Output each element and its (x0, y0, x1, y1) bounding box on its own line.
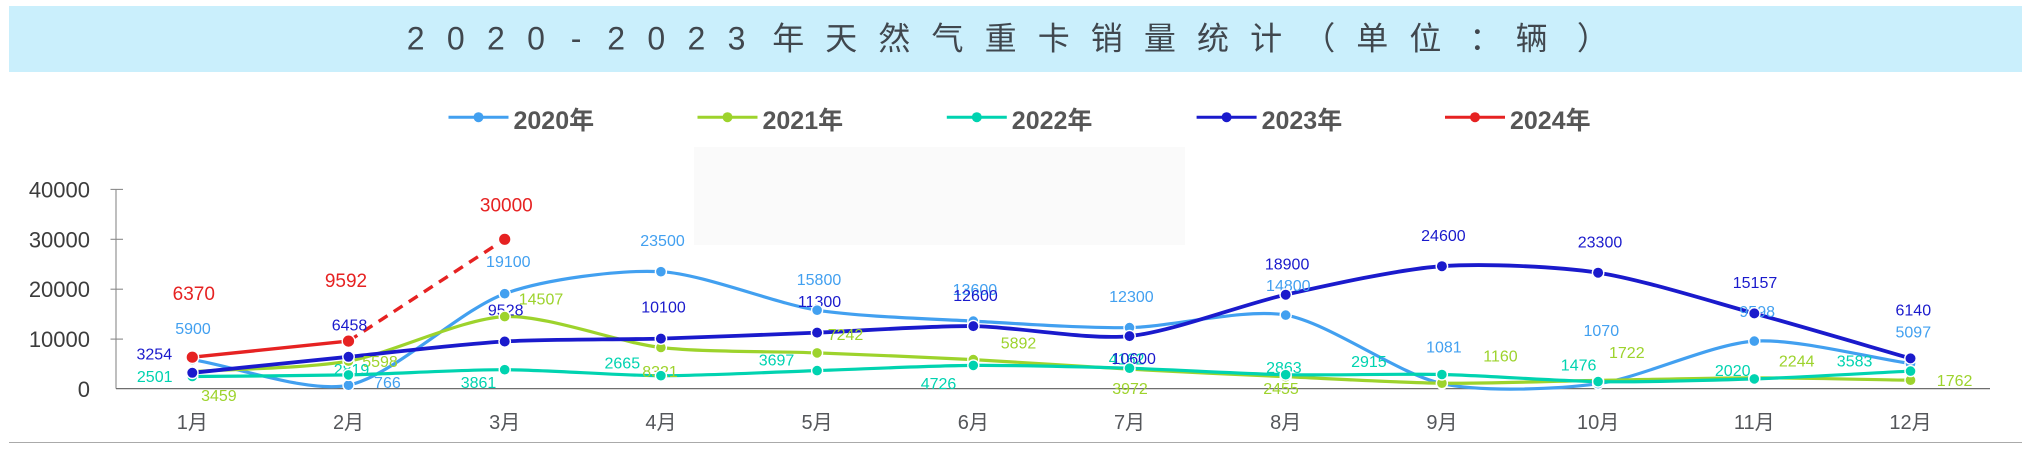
svg-text:2024年: 2024年 (1510, 107, 1591, 135)
svg-text:18900: 18900 (1265, 257, 1310, 274)
svg-text:2501: 2501 (137, 369, 173, 386)
svg-text:3697: 3697 (759, 353, 795, 370)
svg-text:统: 统 (1197, 14, 1229, 60)
svg-text:位: 位 (1409, 14, 1441, 60)
svg-text:单: 单 (1356, 14, 1388, 60)
svg-text:1160: 1160 (1483, 348, 1518, 365)
svg-text:2020: 2020 (1715, 363, 1751, 380)
svg-text:30000: 30000 (29, 227, 90, 252)
svg-text:计: 计 (1250, 14, 1282, 60)
svg-text:12300: 12300 (1109, 289, 1154, 306)
svg-text:11月: 11月 (1734, 412, 1775, 434)
svg-text:6月: 6月 (958, 412, 989, 434)
svg-text:11300: 11300 (798, 294, 841, 311)
svg-text:1070: 1070 (1584, 323, 1620, 340)
svg-text:23500: 23500 (640, 233, 685, 250)
svg-text:6458: 6458 (332, 318, 368, 335)
svg-text:2021年: 2021年 (763, 107, 844, 135)
svg-text:40000: 40000 (29, 177, 90, 202)
svg-text:30000: 30000 (480, 195, 533, 216)
svg-text:23300: 23300 (1578, 234, 1623, 251)
svg-text:766: 766 (374, 375, 401, 392)
svg-text:2915: 2915 (1351, 354, 1387, 371)
svg-text:2863: 2863 (1266, 360, 1302, 377)
svg-text:天: 天 (825, 14, 857, 60)
svg-text:4162: 4162 (1109, 351, 1145, 368)
svg-text:然: 然 (878, 14, 910, 60)
svg-text:）: ） (1577, 14, 1609, 60)
svg-text:：: ： (1469, 14, 1501, 60)
svg-text:1762: 1762 (1937, 373, 1973, 390)
svg-text:2月: 2月 (333, 412, 364, 434)
svg-text:2455: 2455 (1263, 381, 1299, 398)
svg-text:-: - (571, 21, 582, 57)
svg-text:14507: 14507 (519, 291, 564, 308)
svg-text:4月: 4月 (645, 412, 676, 434)
svg-text:0: 0 (527, 21, 545, 57)
svg-text:辆: 辆 (1516, 14, 1548, 60)
svg-text:6370: 6370 (173, 284, 215, 305)
svg-text:10600: 10600 (1111, 351, 1156, 368)
svg-text:20000: 20000 (29, 277, 90, 302)
svg-text:10100: 10100 (641, 300, 686, 317)
svg-text:5097: 5097 (1896, 325, 1932, 342)
svg-text:2: 2 (487, 21, 505, 57)
svg-text:13600: 13600 (953, 282, 998, 299)
svg-text:2020年: 2020年 (514, 107, 595, 135)
svg-text:2665: 2665 (605, 355, 641, 372)
svg-text:0: 0 (647, 21, 665, 57)
svg-text:3: 3 (728, 21, 746, 57)
svg-text:10月: 10月 (1577, 412, 1619, 434)
svg-text:1476: 1476 (1561, 358, 1597, 375)
svg-text:5900: 5900 (175, 321, 211, 338)
svg-text:3月: 3月 (489, 412, 520, 434)
svg-text:6140: 6140 (1896, 303, 1932, 320)
svg-text:5月: 5月 (802, 412, 833, 434)
svg-text:19100: 19100 (486, 254, 531, 271)
svg-text:2244: 2244 (1779, 354, 1815, 371)
svg-text:12600: 12600 (953, 288, 998, 305)
svg-text:3254: 3254 (137, 347, 173, 364)
svg-text:销: 销 (1091, 14, 1123, 60)
svg-text:8月: 8月 (1270, 412, 1301, 434)
svg-text:3972: 3972 (1112, 381, 1148, 398)
svg-text:1月: 1月 (177, 412, 208, 434)
svg-text:2023年: 2023年 (1262, 107, 1343, 135)
svg-text:（: （ (1303, 14, 1335, 60)
svg-text:3861: 3861 (461, 375, 497, 392)
svg-text:2: 2 (407, 21, 425, 57)
svg-text:7242: 7242 (828, 327, 864, 344)
svg-text:7月: 7月 (1114, 412, 1145, 434)
svg-text:1722: 1722 (1609, 345, 1645, 362)
svg-text:5892: 5892 (1001, 336, 1037, 353)
svg-text:1081: 1081 (1426, 339, 1462, 356)
svg-text:年: 年 (772, 14, 804, 60)
svg-text:9月: 9月 (1426, 412, 1457, 434)
svg-text:2: 2 (688, 21, 706, 57)
svg-text:15157: 15157 (1733, 275, 1778, 292)
svg-text:2: 2 (607, 21, 625, 57)
svg-text:2022年: 2022年 (1012, 107, 1093, 135)
svg-text:9592: 9592 (325, 271, 367, 292)
svg-text:12月: 12月 (1889, 412, 1931, 434)
svg-text:24600: 24600 (1421, 228, 1466, 245)
svg-text:量: 量 (1144, 14, 1176, 60)
svg-text:卡: 卡 (1038, 14, 1070, 60)
svg-text:5598: 5598 (362, 354, 398, 371)
svg-text:14800: 14800 (1266, 278, 1311, 295)
svg-text:3583: 3583 (1837, 354, 1873, 371)
svg-text:4726: 4726 (921, 376, 957, 393)
svg-text:重: 重 (985, 14, 1017, 60)
svg-text:0: 0 (447, 21, 465, 57)
svg-text:15800: 15800 (797, 272, 842, 289)
svg-text:3459: 3459 (201, 388, 237, 405)
svg-text:0: 0 (78, 377, 90, 402)
svg-text:气: 气 (931, 14, 963, 60)
svg-text:10000: 10000 (29, 327, 90, 352)
